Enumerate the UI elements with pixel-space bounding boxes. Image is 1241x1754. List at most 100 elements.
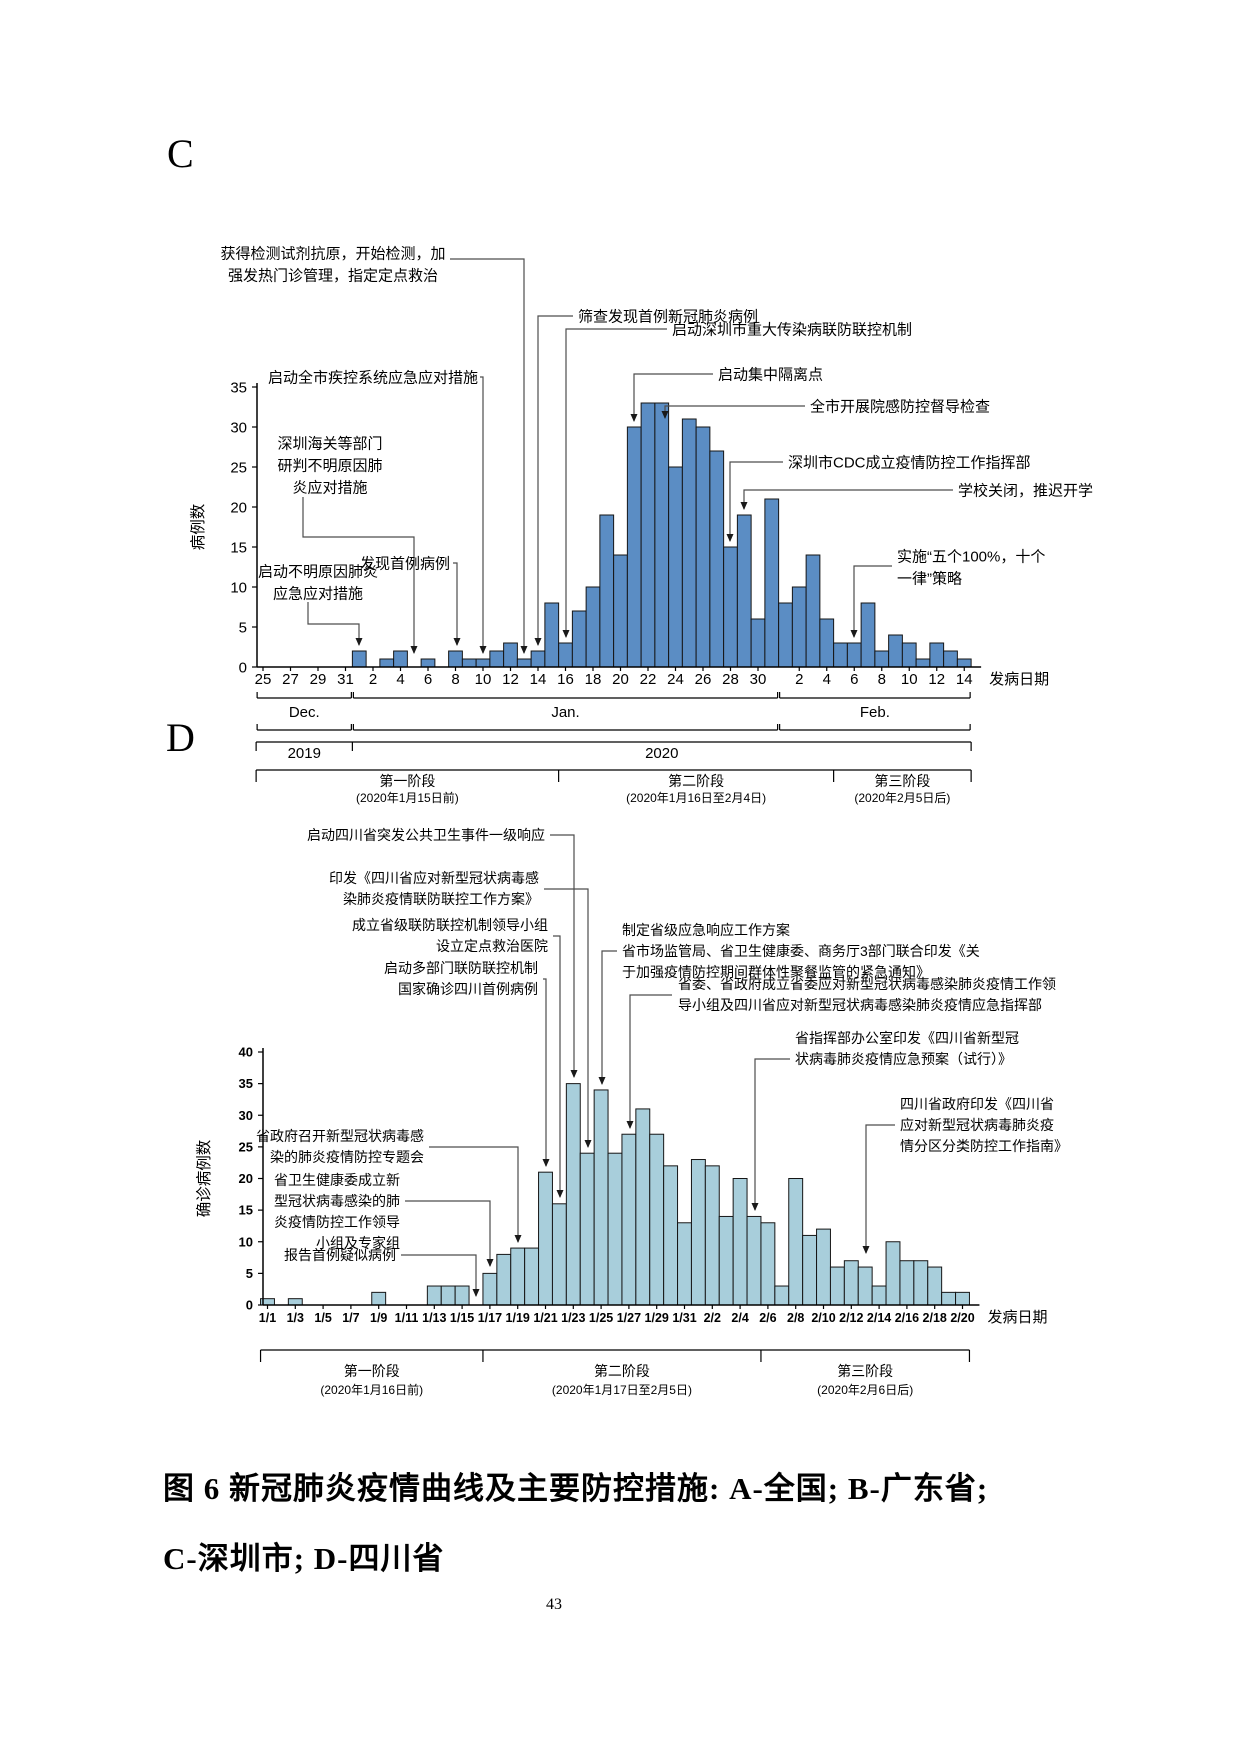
bar-d-1/21 bbox=[538, 1171, 553, 1306]
bar-d-1/25 bbox=[593, 1089, 609, 1306]
x-tick-label-c: 25 bbox=[255, 671, 272, 688]
annotation-line bbox=[537, 315, 573, 645]
x-tick-label-d: 1/13 bbox=[422, 1311, 446, 1325]
bar-d-2/3 bbox=[718, 1215, 734, 1306]
bar-c-1/21 bbox=[626, 426, 642, 668]
bar-d-1/28 bbox=[635, 1108, 651, 1306]
x-tick-label-c: 2 bbox=[795, 671, 803, 688]
x-tick-label-c: 31 bbox=[337, 671, 354, 688]
bar-d-2/6 bbox=[760, 1222, 776, 1306]
month-label: Dec. bbox=[289, 704, 320, 721]
x-tick-label-c: 29 bbox=[310, 671, 327, 688]
bar-c-1/11 bbox=[489, 650, 505, 668]
annotation-line bbox=[565, 328, 667, 637]
annotation-label: 省卫生健康委成立新 bbox=[274, 1172, 400, 1188]
bar-d-1/27 bbox=[621, 1133, 637, 1306]
x-tick-label-d: 2/8 bbox=[787, 1311, 804, 1325]
bar-c-1/14 bbox=[530, 650, 546, 668]
annotation-line bbox=[601, 950, 617, 1084]
annotation-arrowhead bbox=[751, 1203, 759, 1211]
annotation-arrowhead bbox=[598, 1077, 606, 1085]
x-tick-label-d: 1/7 bbox=[342, 1311, 359, 1325]
annotation-line bbox=[302, 497, 415, 653]
x-axis-title-d: 发病日期 bbox=[987, 1309, 1047, 1326]
month-label: Feb. bbox=[860, 704, 890, 721]
y-tick-label-d: 10 bbox=[239, 1234, 253, 1249]
y-tick-label-d: 0 bbox=[246, 1298, 253, 1313]
annotation-arrowhead bbox=[584, 1140, 592, 1148]
x-tick-label-d: 1/5 bbox=[314, 1311, 331, 1325]
bar-c-2/13 bbox=[943, 650, 958, 668]
bar-c-1/6 bbox=[420, 658, 436, 668]
annotation-arrowhead bbox=[661, 411, 669, 419]
annotation-label: 型冠状病毒感染的肺 bbox=[274, 1193, 400, 1209]
annotation-arrowhead bbox=[355, 638, 363, 646]
x-tick-label-d: 1/23 bbox=[561, 1311, 585, 1325]
x-tick-label-c: 18 bbox=[585, 671, 602, 688]
bar-c-1/20 bbox=[613, 554, 628, 668]
bar-d-1/31 bbox=[677, 1222, 692, 1306]
annotation-label: 启动集中隔离点 bbox=[718, 366, 823, 383]
x-tick-label-c: 4 bbox=[396, 671, 404, 688]
x-tick-label-c: 16 bbox=[557, 671, 574, 688]
stage-label: 第二阶段 bbox=[668, 773, 724, 789]
bar-d-2/20 bbox=[955, 1291, 970, 1306]
bar-c-1/28 bbox=[723, 546, 738, 668]
annotation-arrowhead bbox=[486, 1259, 494, 1267]
bar-d-1/23 bbox=[565, 1083, 581, 1306]
annotation-label: 制定省级应急响应工作方案 bbox=[622, 922, 790, 938]
bar-d-2/12 bbox=[843, 1260, 859, 1306]
bar-d-1/15 bbox=[454, 1285, 470, 1306]
x-tick-label-d: 2/20 bbox=[950, 1311, 974, 1325]
x-tick-label-d: 1/31 bbox=[672, 1311, 696, 1325]
x-tick-label-d: 1/29 bbox=[645, 1311, 669, 1325]
y-tick-label-c: 15 bbox=[230, 539, 247, 556]
x-tick-label-d: 1/19 bbox=[506, 1311, 530, 1325]
x-tick-label-c: 22 bbox=[640, 671, 657, 688]
bar-c-1/1 bbox=[351, 650, 367, 668]
page-number: 43 bbox=[546, 1596, 562, 1613]
x-tick-label-c: 26 bbox=[695, 671, 712, 688]
x-tick-label-d: 1/25 bbox=[589, 1311, 613, 1325]
annotation-arrowhead bbox=[514, 1235, 522, 1243]
annotation-arrowhead bbox=[850, 630, 858, 638]
annotation-line bbox=[633, 373, 713, 421]
annotation-label: 实施“五个100%，十个 bbox=[897, 548, 1045, 565]
annotation-label: 炎疫情防控工作领导 bbox=[274, 1214, 400, 1230]
annotation-label: 情分区分类防控工作指南》 bbox=[900, 1138, 1068, 1154]
bar-c-1/18 bbox=[585, 586, 601, 668]
y-tick-label-c: 25 bbox=[230, 459, 247, 476]
x-tick-label-c: 27 bbox=[282, 671, 299, 688]
bar-c-2/10 bbox=[901, 642, 917, 668]
x-tick-label-d: 2/18 bbox=[923, 1311, 947, 1325]
annotation-label: 印发《四川省应对新型冠状病毒感 bbox=[329, 870, 539, 886]
y-axis-title-c: 病例数 bbox=[189, 503, 207, 550]
bar-c-1/23 bbox=[654, 402, 670, 668]
bar-c-1/17 bbox=[571, 610, 587, 668]
x-tick-label-d: 1/17 bbox=[478, 1311, 502, 1325]
x-tick-label-c: 4 bbox=[823, 671, 831, 688]
bar-c-1/16 bbox=[558, 642, 573, 668]
y-tick-label-c: 20 bbox=[230, 499, 247, 516]
y-tick-label-c: 10 bbox=[230, 579, 247, 596]
bar-d-2/5 bbox=[746, 1215, 762, 1306]
bar-d-2/9 bbox=[802, 1234, 818, 1306]
y-tick-label-d: 5 bbox=[246, 1266, 253, 1281]
bar-c-2/7 bbox=[860, 602, 876, 668]
y-tick-label-c: 0 bbox=[239, 659, 247, 676]
bar-d-2/17 bbox=[913, 1260, 929, 1306]
bar-d-1/14 bbox=[440, 1285, 456, 1306]
annotation-label: 成立省级联防联控机制领导小组 bbox=[352, 917, 548, 933]
annotation-label: 一律”策略 bbox=[897, 570, 962, 587]
x-tick-label-d: 1/11 bbox=[395, 1311, 419, 1325]
x-tick-label-d: 1/1 bbox=[259, 1311, 276, 1325]
year-label: 2019 bbox=[288, 745, 321, 762]
y-tick-label-c: 30 bbox=[230, 419, 247, 436]
annotation-label: 学校关闭，推迟开学 bbox=[958, 482, 1093, 499]
annotation-line bbox=[664, 405, 805, 418]
x-tick-label-c: 12 bbox=[502, 671, 519, 688]
bar-d-1/20 bbox=[524, 1247, 540, 1306]
bar-d-1/18 bbox=[496, 1253, 512, 1306]
